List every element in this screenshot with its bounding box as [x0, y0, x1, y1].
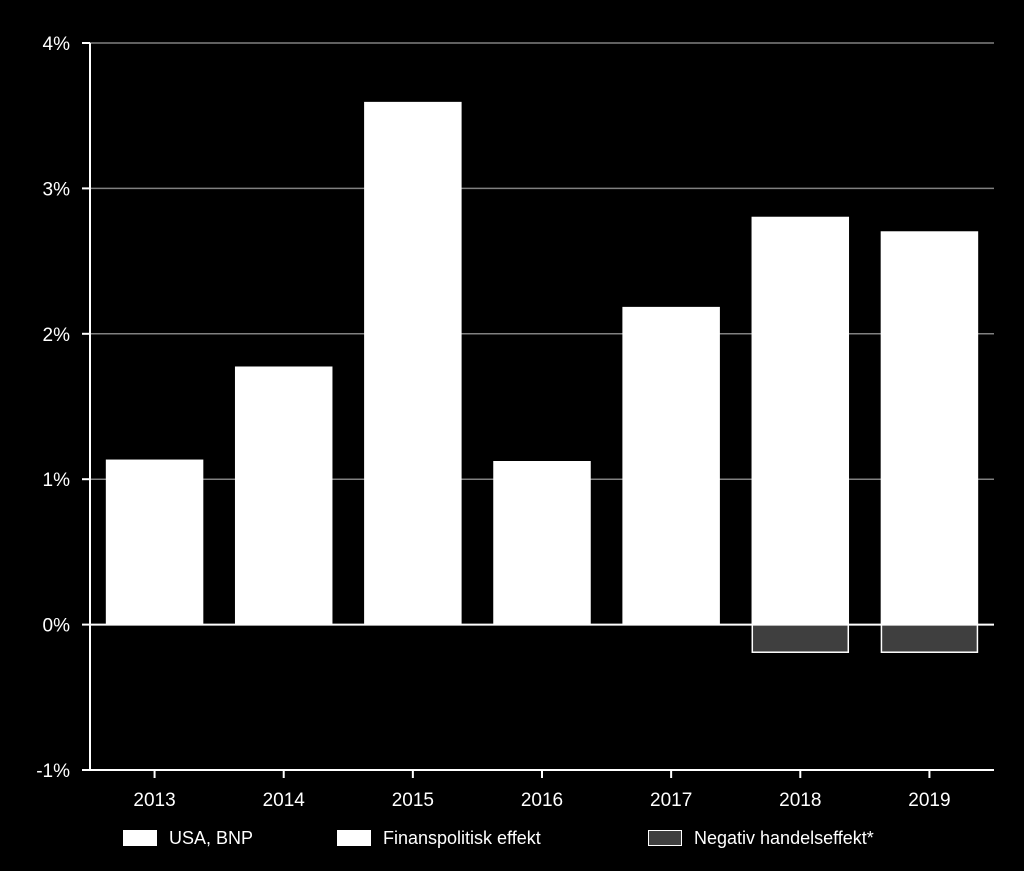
- bar-2016-series-0: [493, 461, 591, 626]
- x-tick-label: 2015: [392, 790, 434, 811]
- gridlines: [90, 42, 994, 480]
- legend-item-usa-bnp: USA, BNP: [123, 818, 253, 858]
- axes: [82, 42, 994, 778]
- y-tick-label: 2%: [43, 325, 71, 346]
- y-tick-label: 3%: [43, 179, 71, 200]
- legend-swatch-finanspolitisk-effekt: [337, 830, 371, 846]
- legend-label-negativ-handelseffekt: Negativ handelseffekt*: [694, 827, 874, 848]
- bar-2017-series-0: [622, 306, 720, 626]
- bar-2015-series-0: [364, 101, 462, 626]
- y-tick-label: -1%: [36, 761, 70, 782]
- y-tick-label: 0%: [43, 616, 71, 637]
- bar-2019-series-2: [880, 623, 979, 653]
- y-tick-label: 4%: [43, 34, 71, 55]
- x-tick-label: 2017: [650, 790, 692, 811]
- bar-2014-series-0: [234, 366, 333, 626]
- x-tick-label: 2019: [908, 790, 950, 811]
- x-tick-label: 2016: [521, 790, 563, 811]
- legend-label-finanspolitisk-effekt: Finanspolitisk effekt: [383, 827, 541, 848]
- x-tick-label: 2014: [263, 790, 306, 811]
- legend-label-usa-bnp: USA, BNP: [169, 827, 254, 848]
- bar-2018-series-2: [751, 623, 850, 653]
- legend-swatch-negativ-handelseffekt: [648, 830, 682, 846]
- bar-2018-series-0: [751, 216, 850, 626]
- tick-labels: -1% 0% 1% 2% 3% 4% 2013 2014 2015 2016 2017 2018 201…: [36, 34, 950, 811]
- legend-swatch-usa-bnp: [123, 830, 157, 846]
- x-tick-label: 2018: [779, 790, 821, 811]
- bars: [105, 101, 979, 653]
- y-tick-label: 1%: [43, 470, 71, 491]
- legend-item-negativ-handelseffekt: Negativ handelseffekt*: [648, 818, 874, 858]
- bar-2019-series-0: [880, 231, 979, 626]
- bar-2013-series-0: [105, 459, 204, 626]
- x-tick-label: 2013: [133, 790, 175, 811]
- legend: USA, BNP Finanspolitisk effekt Negativ h…: [0, 818, 1024, 858]
- legend-item-finanspolitisk-effekt: Finanspolitisk effekt: [337, 818, 541, 858]
